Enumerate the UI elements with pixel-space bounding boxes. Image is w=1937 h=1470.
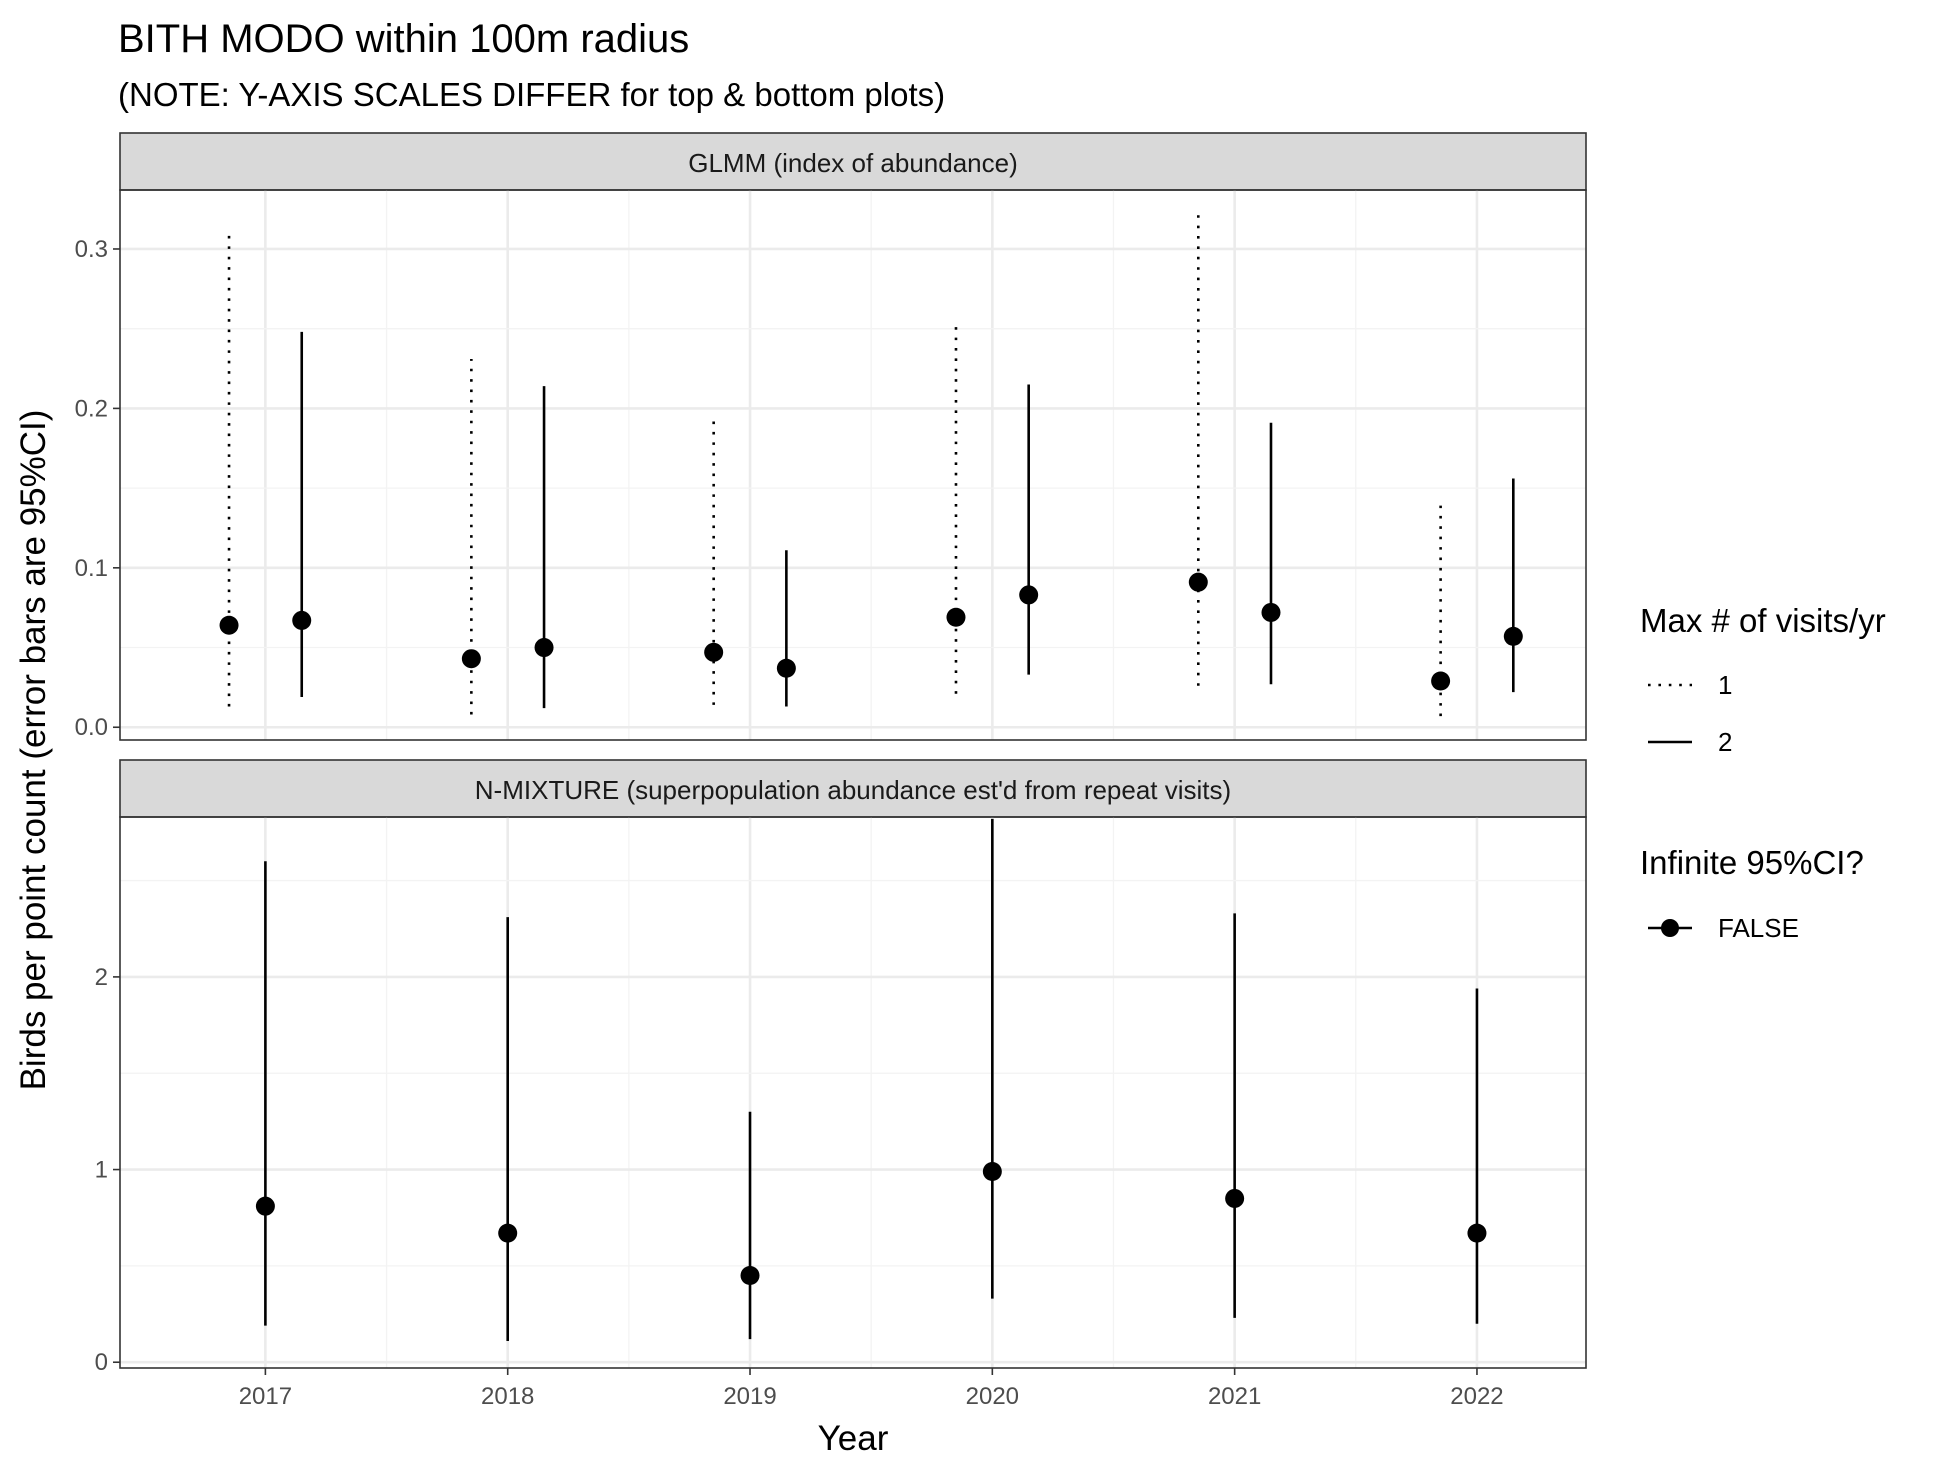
point-nmixture-2022-visits-2 bbox=[1467, 1223, 1487, 1243]
point-glmm-2022-visits-2 bbox=[1503, 626, 1523, 646]
point-glmm-2017-visits-1 bbox=[219, 615, 239, 635]
panel-nmixture-y-axis: 0 1 2 bbox=[95, 964, 120, 1376]
panel-glmm-strip bbox=[119, 132, 1587, 191]
point-nmixture-2018-visits-2 bbox=[498, 1223, 518, 1243]
panel-nmixture-border bbox=[119, 816, 1587, 1369]
point-glmm-2022-visits-1 bbox=[1431, 671, 1451, 691]
legend-visits-label-1: 1 bbox=[1718, 670, 1732, 700]
legend: Max # of visits/yr 1 2 Infinite 95%CI? F… bbox=[1640, 602, 1886, 943]
panel-glmm-strip-label: GLMM (index of abundance) bbox=[688, 148, 1018, 178]
y-tick-label: 2 bbox=[95, 964, 108, 991]
x-tick-label-2019: 2019 bbox=[723, 1383, 776, 1410]
point-nmixture-2019-visits-2 bbox=[740, 1266, 760, 1286]
x-tick-label-2017: 2017 bbox=[239, 1383, 292, 1410]
point-glmm-2020-visits-1 bbox=[946, 607, 966, 627]
y-tick-label: 0.3 bbox=[75, 236, 108, 263]
x-tick-label-2018: 2018 bbox=[481, 1383, 534, 1410]
panel-glmm-marks bbox=[219, 212, 1523, 717]
panel-nmixture-marks bbox=[255, 818, 1487, 1342]
panel-glmm-y-axis: 0.0 0.1 0.2 0.3 bbox=[75, 236, 120, 741]
panel-nmixture-strip-label: N-MIXTURE (superpopulation abundance est… bbox=[475, 775, 1231, 805]
x-tick-label-2021: 2021 bbox=[1208, 1383, 1261, 1410]
point-nmixture-2017-visits-2 bbox=[255, 1196, 275, 1216]
legend-infinite-label-false: FALSE bbox=[1718, 913, 1799, 943]
legend-infinite-title: Infinite 95%CI? bbox=[1640, 844, 1864, 881]
legend-visits-title: Max # of visits/yr bbox=[1640, 602, 1886, 639]
point-nmixture-2021-visits-2 bbox=[1225, 1188, 1245, 1208]
y-tick-label: 0.1 bbox=[75, 555, 108, 582]
legend-point-key bbox=[1661, 919, 1679, 937]
panel-glmm-border bbox=[119, 189, 1587, 741]
panel-nmixture-grid bbox=[120, 817, 1586, 1368]
point-nmixture-2020-visits-2 bbox=[982, 1161, 1002, 1181]
point-glmm-2018-visits-2 bbox=[534, 638, 554, 658]
y-tick-label: 0.0 bbox=[75, 714, 108, 741]
x-tick-label-2020: 2020 bbox=[966, 1383, 1019, 1410]
panel-glmm-grid bbox=[120, 190, 1586, 740]
chart-title: BITH MODO within 100m radius bbox=[118, 17, 689, 61]
panel-nmixture: N-MIXTURE (superpopulation abundance est… bbox=[95, 759, 1587, 1376]
y-tick-label: 1 bbox=[95, 1157, 108, 1184]
panel-glmm: GLMM (index of abundance) 0.0 0.1 0.2 0.3 bbox=[75, 132, 1587, 741]
x-axis: 2017 2018 2019 2020 2021 2022 bbox=[239, 1368, 1504, 1410]
x-tick-label-2022: 2022 bbox=[1450, 1383, 1503, 1410]
panel-nmixture-strip bbox=[119, 759, 1587, 818]
chart-subtitle: (NOTE: Y-AXIS SCALES DIFFER for top & bo… bbox=[118, 76, 945, 113]
point-glmm-2021-visits-2 bbox=[1261, 602, 1281, 622]
point-glmm-2019-visits-1 bbox=[704, 642, 724, 662]
y-axis-title: Birds per point count (error bars are 95… bbox=[14, 410, 53, 1091]
legend-visits-label-2: 2 bbox=[1718, 727, 1732, 757]
y-tick-label: 0.2 bbox=[75, 395, 108, 422]
point-glmm-2020-visits-2 bbox=[1019, 585, 1039, 605]
point-glmm-2017-visits-2 bbox=[292, 610, 312, 630]
point-glmm-2021-visits-1 bbox=[1188, 572, 1208, 592]
point-glmm-2018-visits-1 bbox=[461, 649, 481, 669]
y-tick-label: 0 bbox=[95, 1349, 108, 1376]
x-axis-title: Year bbox=[818, 1419, 889, 1458]
point-glmm-2019-visits-2 bbox=[776, 658, 796, 678]
